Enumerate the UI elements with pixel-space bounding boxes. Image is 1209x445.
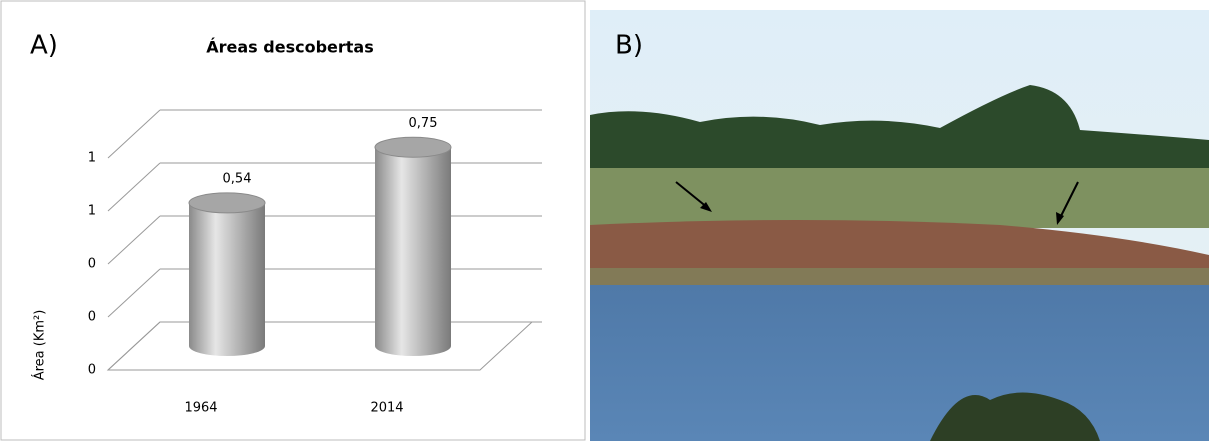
panel-label: B) bbox=[615, 31, 643, 61]
y-tick-label: 0 bbox=[88, 363, 96, 378]
y-tick-label: 1 bbox=[88, 151, 96, 166]
y-tick-label: 0 bbox=[88, 257, 96, 272]
x-tick-label: 2014 bbox=[370, 401, 403, 416]
cylinder-body bbox=[375, 147, 451, 346]
chart-title: Áreas descobertas bbox=[206, 38, 373, 57]
data-label: 0,75 bbox=[409, 116, 438, 131]
water bbox=[590, 285, 1209, 441]
photo: B) bbox=[590, 10, 1209, 441]
figure: A) Áreas descobertas Área (Km²) 0 0 0 1 1 196… bbox=[0, 0, 1209, 441]
panel-label: A) bbox=[30, 31, 58, 61]
shore bbox=[590, 268, 1209, 285]
x-tick-label: 1964 bbox=[184, 401, 217, 416]
cylinder-top bbox=[189, 193, 265, 213]
cylinder-top bbox=[375, 137, 451, 157]
y-axis-title: Área (Km²) bbox=[32, 310, 48, 381]
y-tick-label: 0 bbox=[88, 310, 96, 325]
data-label: 0,54 bbox=[223, 171, 252, 186]
y-tick-label: 1 bbox=[88, 204, 96, 219]
field bbox=[590, 168, 1209, 228]
cylinder-body bbox=[189, 203, 265, 346]
